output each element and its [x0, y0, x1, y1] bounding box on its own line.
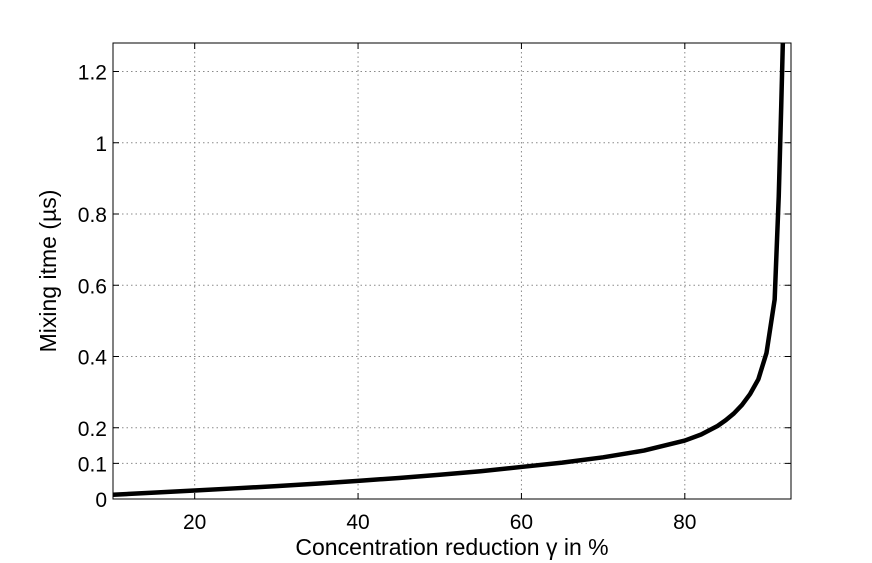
- y-tick-label: 1: [95, 133, 107, 156]
- series-group: [112, 42, 786, 497]
- y-tick-label: 0.8: [78, 204, 107, 227]
- plot-frame: [112, 42, 792, 500]
- y-tick-label: 0: [95, 489, 107, 512]
- series-line: [112, 42, 786, 497]
- x-axis-label: Concentration reduction γ in %: [295, 534, 608, 560]
- x-tick-label: 80: [673, 511, 696, 534]
- y-tick-label: 0.6: [78, 275, 107, 298]
- x-tick-label: 20: [183, 511, 206, 534]
- ticks: 20 40 60 80 0 0.1 0.2 0.4 0.6 0.8 1 1.2: [78, 43, 791, 534]
- y-axis-label: Mixing itme (µs): [35, 190, 61, 353]
- x-tick-label: 40: [346, 511, 369, 534]
- y-tick-label: 0.1: [78, 453, 107, 476]
- y-tick-label: 0.4: [78, 347, 108, 370]
- grid-lines: [113, 43, 791, 500]
- x-tick-label: 60: [510, 511, 533, 534]
- y-tick-label: 0.2: [78, 418, 107, 441]
- y-tick-label: 1.2: [78, 62, 107, 85]
